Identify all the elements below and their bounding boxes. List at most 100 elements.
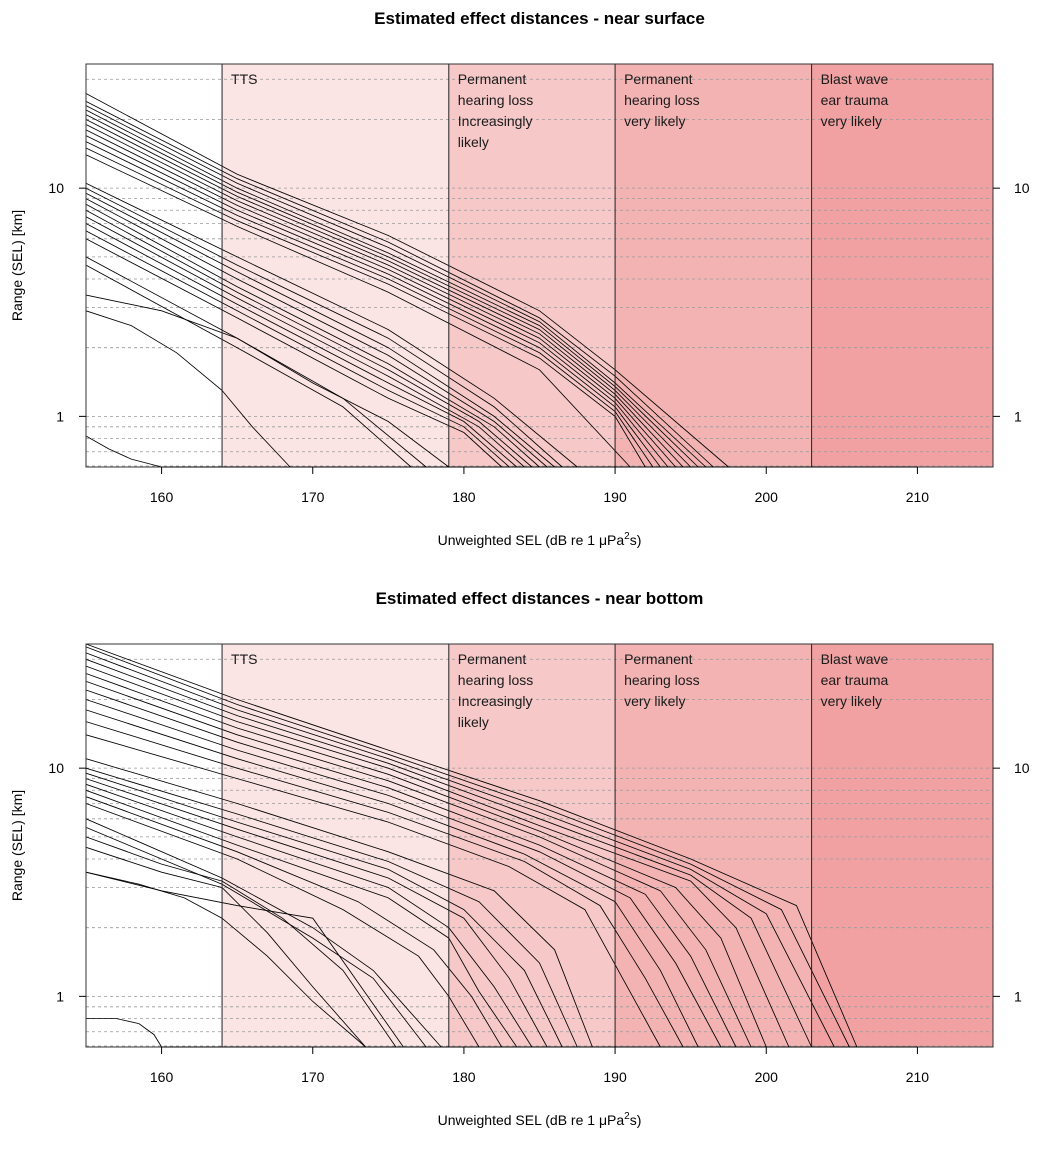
effect-curve-9 [85, 135, 661, 468]
effect-curve-15 [85, 772, 563, 1048]
effect-curve-8 [85, 689, 737, 1048]
x-axis-label: Unweighted SEL (dB re 1 μPa2s) [438, 1111, 642, 1128]
zone-label-blast-wave-4: very likely [821, 693, 882, 709]
x-tick-label: 190 [603, 489, 627, 505]
effect-curve-16 [85, 778, 548, 1048]
effect-curve-3 [85, 652, 835, 1048]
effect-curve-2 [85, 101, 714, 468]
effect-curve-12 [85, 154, 631, 468]
effect-curve-6 [85, 119, 684, 468]
y-tick-label-left: 1 [56, 408, 64, 424]
chart-panel-near-bottom: TTS Permanent hearing loss Increasingly like… [0, 580, 1042, 1160]
zone-label-blast-wave-4: ear trauma [821, 92, 889, 108]
effect-curve-10 [85, 141, 654, 468]
y-tick-label-left: 10 [48, 760, 64, 776]
effect-curve-14 [85, 767, 578, 1048]
chart-panel-near-surface: TTS Permanent hearing loss Increasingly like… [9, 9, 1030, 548]
effect-curve-1 [85, 643, 858, 1048]
x-tick-label: 200 [755, 1069, 779, 1085]
zone-label-permanent-2: likely [458, 714, 489, 730]
zone-label-permanent-2: hearing loss [458, 92, 534, 108]
effect-curve-20 [85, 223, 518, 468]
zone-label-permanent-3: very likely [624, 693, 685, 709]
effect-curve-24 [85, 846, 367, 1048]
x-tick-label: 210 [906, 489, 930, 505]
effect-curve-14 [85, 187, 563, 468]
effect-curve-9 [85, 699, 722, 1048]
effect-curve-21 [85, 230, 510, 468]
effect-curve-18 [85, 789, 518, 1048]
effect-curve-2 [85, 646, 850, 1048]
y-tick-label-right: 10 [1014, 760, 1030, 776]
effect-curve-19 [85, 796, 503, 1048]
effect-curve-16 [85, 198, 548, 468]
zone-label-permanent-3: hearing loss [624, 672, 700, 688]
zone-label-permanent-2: likely [458, 134, 489, 150]
zone-band-3 [615, 644, 812, 1047]
zone-band-2 [448, 644, 616, 1047]
x-tick-label: 170 [301, 1069, 325, 1085]
effect-curve-13 [85, 182, 578, 468]
zone-band-3 [615, 64, 812, 467]
zone-label-tts-1: TTS [231, 651, 257, 667]
zone-label-blast-wave-4: ear trauma [821, 672, 889, 688]
chart-near-bottom: TTS Permanent hearing loss Increasingly like… [9, 589, 1030, 1128]
x-tick-label: 160 [150, 489, 174, 505]
zone-label-blast-wave-4: Blast wave [821, 651, 889, 667]
zone-label-permanent-3: hearing loss [624, 92, 700, 108]
zone-label-permanent-2: Increasingly [458, 693, 533, 709]
effect-curve-5 [85, 114, 692, 468]
effect-curve-7 [85, 124, 676, 468]
x-tick-label: 210 [906, 1069, 930, 1085]
y-tick-label-right: 1 [1014, 988, 1022, 1004]
effect-curve-11 [85, 721, 684, 1048]
zone-band-1 [222, 644, 449, 1047]
x-tick-label: 200 [755, 489, 779, 505]
zone-band-4 [811, 644, 993, 1047]
effect-curve-4 [85, 109, 699, 468]
x-axis-label: Unweighted SEL (dB re 1 μPa2s) [438, 531, 642, 548]
effect-curve-11 [85, 147, 646, 468]
effect-curve-17 [85, 203, 540, 468]
effect-curve-27 [85, 435, 162, 468]
chart-title: Estimated effect distances - near bottom [376, 589, 704, 608]
effect-curve-15 [85, 192, 555, 468]
zone-band-1 [222, 64, 449, 467]
effect-curve-8 [85, 129, 669, 468]
zone-label-permanent-3: very likely [624, 113, 685, 129]
y-tick-label-right: 1 [1014, 408, 1022, 424]
zone-label-permanent-2: Increasingly [458, 113, 533, 129]
zone-label-permanent-3: Permanent [624, 651, 693, 667]
x-tick-label: 170 [301, 489, 325, 505]
y-axis-label: Range (SEL) [km] [9, 790, 25, 901]
zone-label-blast-wave-4: Blast wave [821, 71, 889, 87]
effect-curve-5 [85, 665, 790, 1048]
effect-curve-3 [85, 105, 707, 468]
effect-curve-25 [85, 871, 404, 1048]
effect-curve-12 [85, 734, 661, 1048]
x-tick-label: 180 [452, 489, 476, 505]
zone-label-permanent-2: hearing loss [458, 672, 534, 688]
y-tick-label-right: 10 [1014, 180, 1030, 196]
effect-curve-6 [85, 673, 767, 1048]
effect-curve-25 [85, 294, 450, 468]
zone-band-4 [811, 64, 993, 467]
effect-curve-23 [85, 836, 397, 1048]
effect-curve-24 [85, 264, 412, 468]
effect-curve-18 [85, 209, 533, 468]
zone-label-permanent-2: Permanent [458, 71, 527, 87]
effect-curve-21 [85, 818, 442, 1048]
x-tick-label: 180 [452, 1069, 476, 1085]
y-axis-label: Range (SEL) [km] [9, 210, 25, 321]
effect-curve-1 [85, 93, 729, 468]
effect-curve-7 [85, 680, 752, 1048]
effect-curve-26 [85, 310, 291, 468]
effect-curve-4 [85, 658, 812, 1048]
effect-curve-13 [85, 758, 593, 1048]
x-tick-label: 160 [150, 1069, 174, 1085]
chart-title: Estimated effect distances - near surfac… [374, 9, 705, 28]
zone-band-2 [448, 64, 616, 467]
effect-curve-27 [86, 1018, 162, 1048]
effect-curve-22 [85, 238, 502, 468]
x-tick-label: 190 [603, 1069, 627, 1085]
